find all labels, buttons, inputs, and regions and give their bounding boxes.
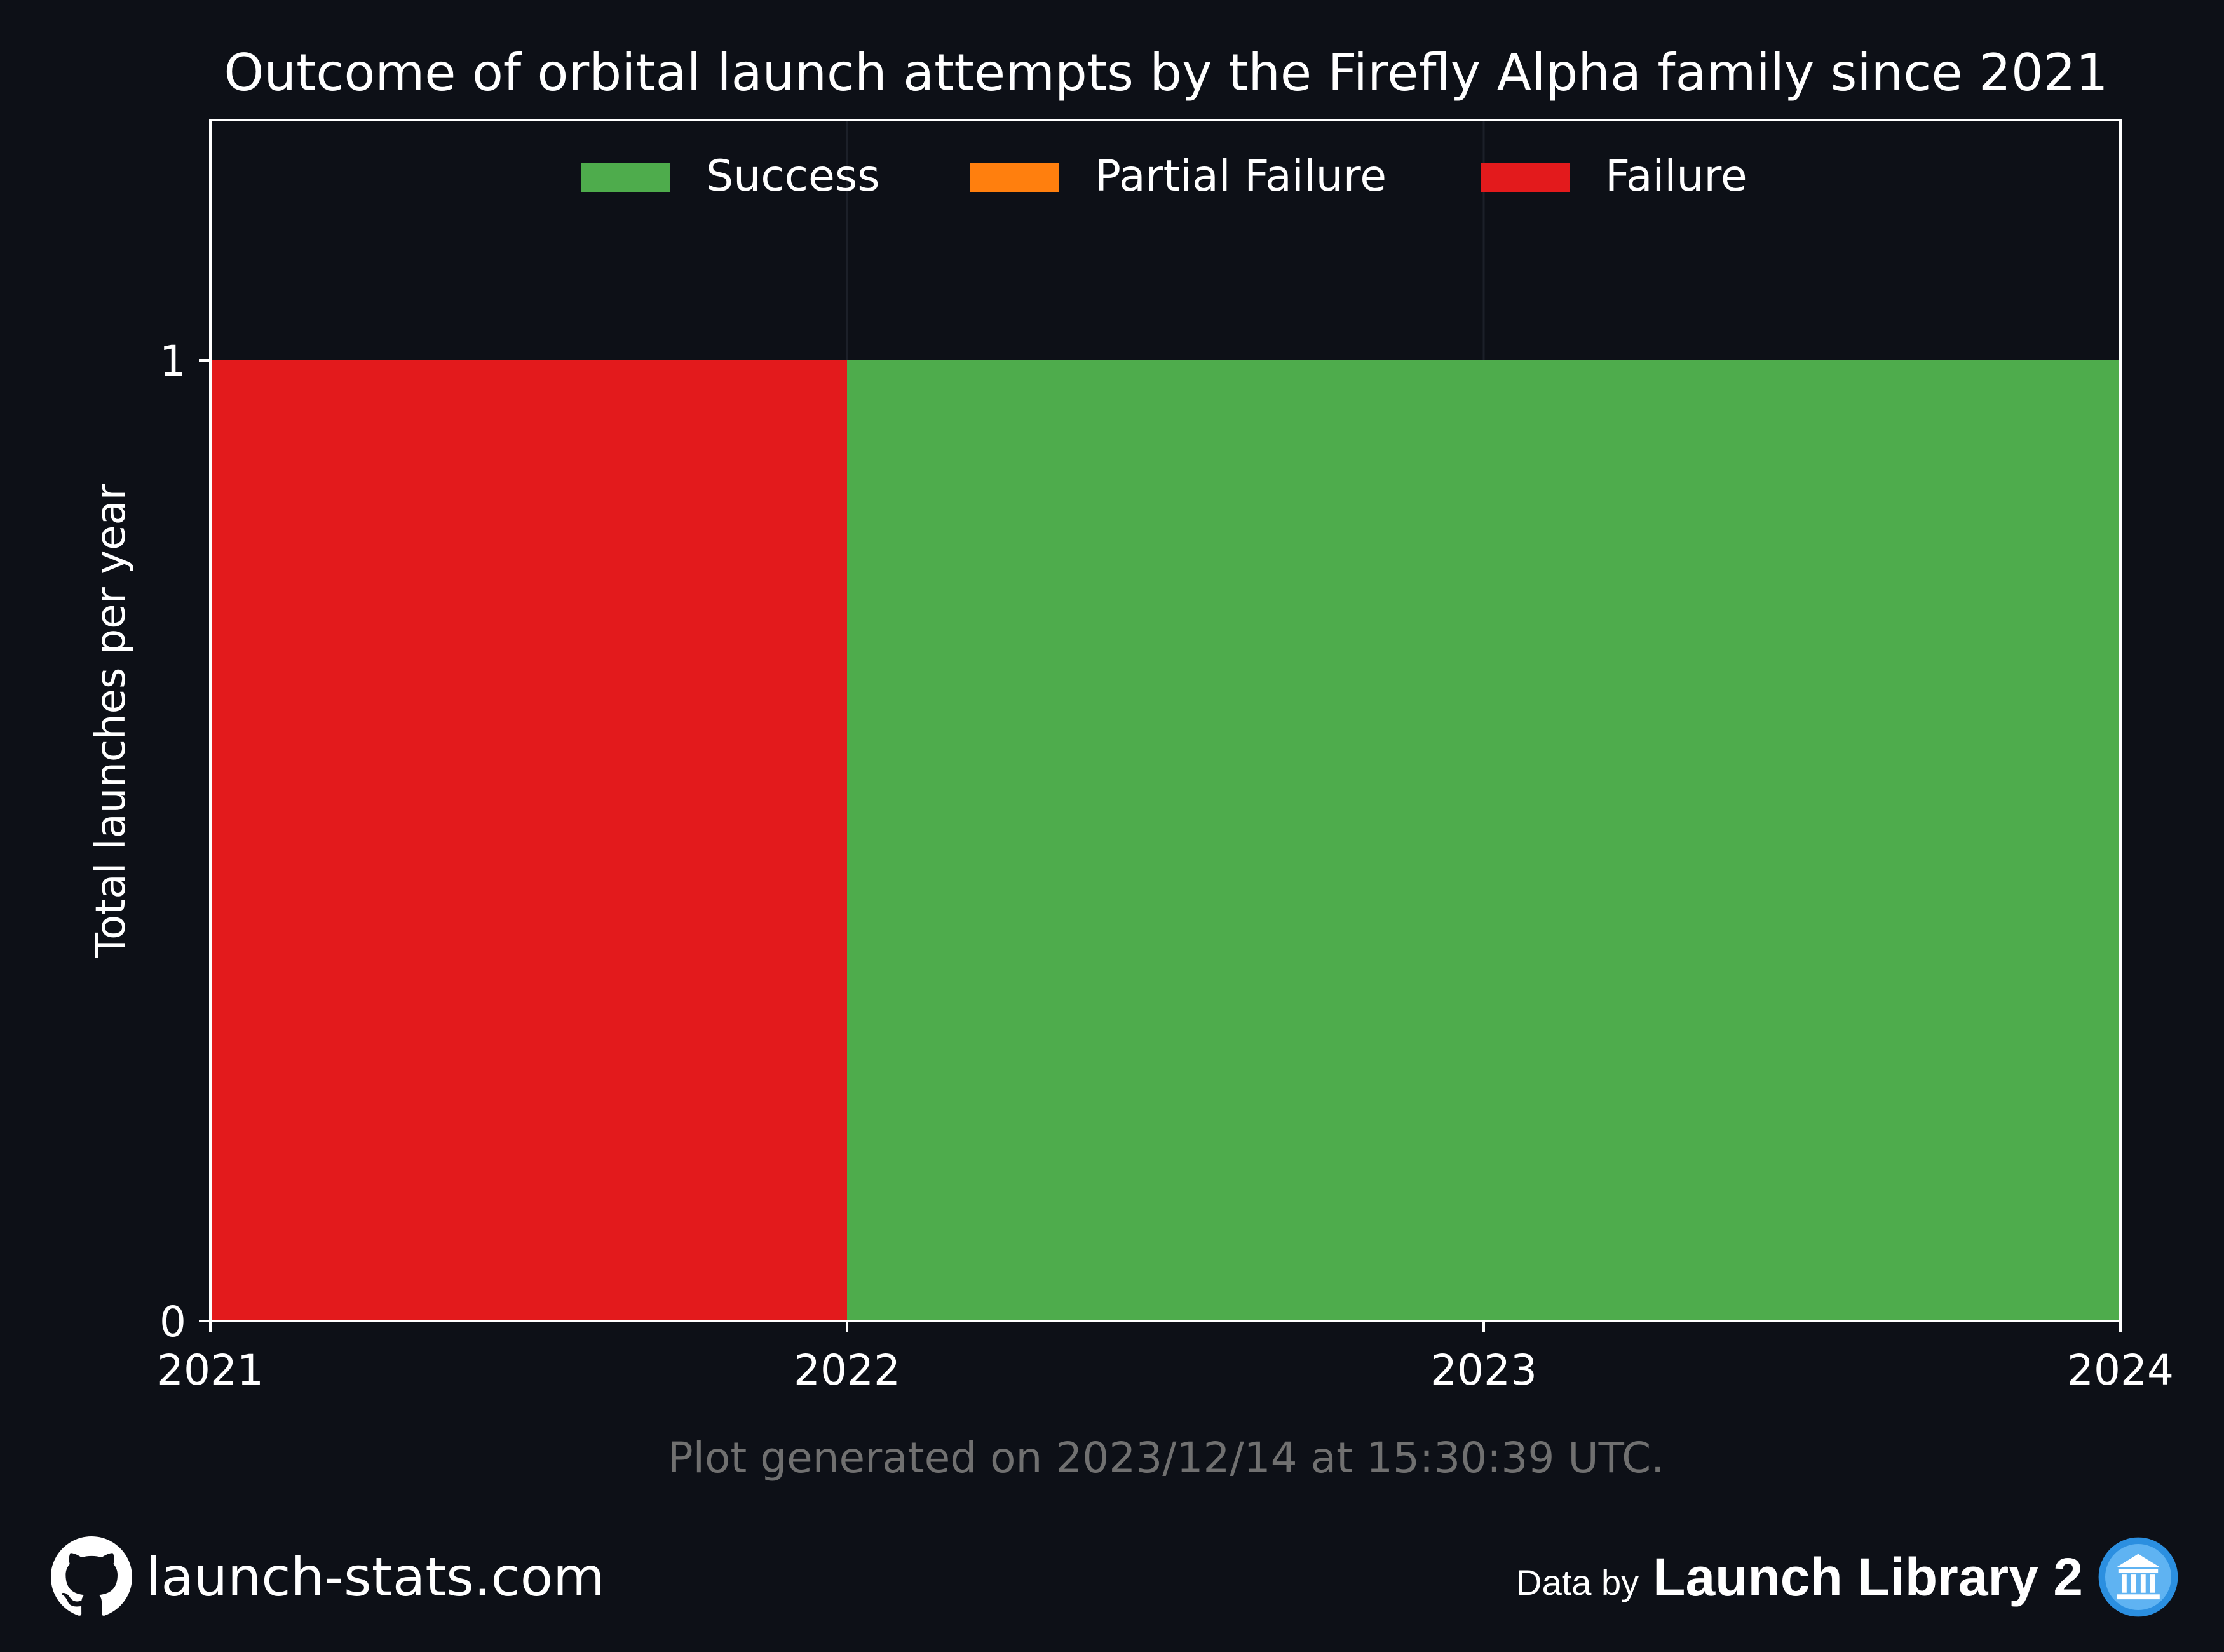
legend-label-partial-failure: Partial Failure	[1095, 151, 1387, 201]
chart-title: Outcome of orbital launch attempts by th…	[224, 43, 2108, 102]
plot-frame	[209, 119, 2122, 1322]
site-link[interactable]: launch-stats.com	[146, 1546, 605, 1608]
footer-site[interactable]: launch-stats.com	[51, 1533, 605, 1622]
source-name[interactable]: Launch Library 2	[1653, 1547, 2083, 1607]
legend-label-success: Success	[706, 151, 880, 201]
github-icon	[51, 1536, 132, 1616]
axes: 2021 2022 2023 2024 0 1	[157, 337, 2174, 1395]
legend-swatch-partial-failure	[970, 163, 1059, 192]
legend-label-failure: Failure	[1605, 151, 1747, 201]
series-areas	[210, 360, 2120, 1321]
area-success-2023	[1484, 360, 2120, 1321]
area-success-2022	[847, 360, 1484, 1321]
data-by-label: Data by	[1516, 1562, 1639, 1602]
x-tick-label-2023: 2023	[1430, 1346, 1537, 1395]
x-tick-label-2021: 2021	[157, 1346, 264, 1395]
generated-note: Plot generated on 2023/12/14 at 15:30:39…	[668, 1433, 1664, 1482]
legend: Success Partial Failure Failure	[581, 151, 1747, 201]
area-failure-2021	[210, 360, 847, 1321]
launch-library-icon	[2098, 1537, 2178, 1617]
x-tick-label-2022: 2022	[794, 1346, 900, 1395]
footer-source: Data by Launch Library 2	[1516, 1533, 2180, 1622]
y-tick-label-0: 0	[159, 1297, 186, 1346]
y-tick-label-1: 1	[159, 337, 186, 386]
legend-swatch-success	[581, 163, 670, 192]
x-tick-label-2024: 2024	[2067, 1346, 2174, 1395]
legend-swatch-failure	[1481, 163, 1570, 192]
y-axis-label: Total launches per year	[88, 483, 135, 958]
